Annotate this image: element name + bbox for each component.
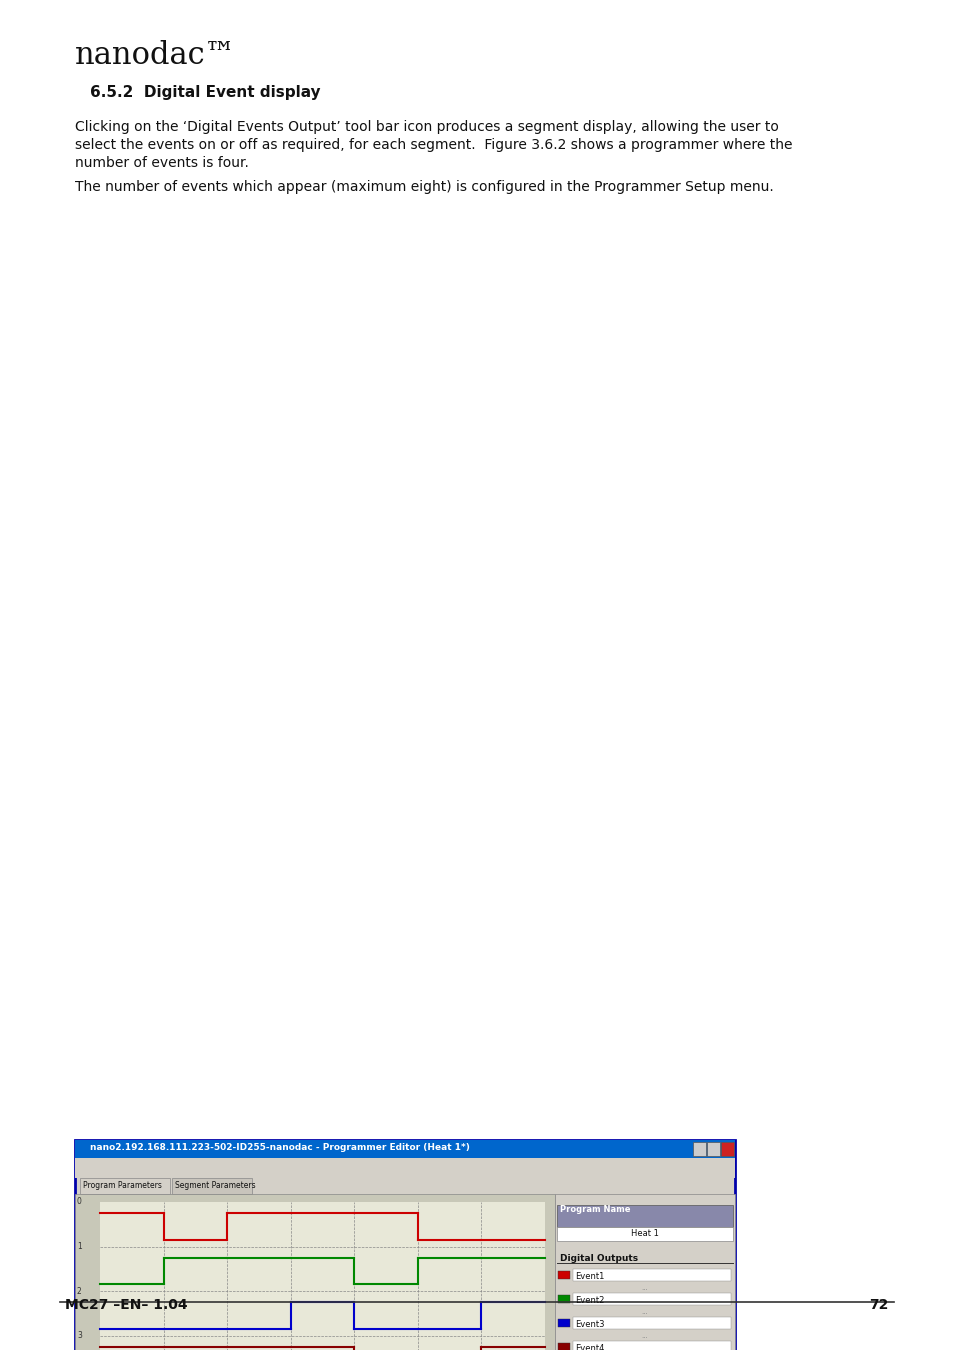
Bar <box>75 1193 555 1350</box>
Bar <box>75 1139 734 1158</box>
Text: ...: ... <box>641 1310 648 1315</box>
Bar <box>558 1270 569 1278</box>
Text: Event1: Event1 <box>575 1272 604 1281</box>
Bar <box>573 1318 730 1328</box>
Text: Segment Parameters: Segment Parameters <box>174 1181 255 1189</box>
Text: Heat 1: Heat 1 <box>630 1228 659 1238</box>
Bar <box>557 1227 732 1241</box>
Bar <box>558 1319 569 1327</box>
Bar <box>558 1295 569 1303</box>
Text: MC27 –EN– 1.04: MC27 –EN– 1.04 <box>65 1297 188 1312</box>
Text: Clicking on the ‘Digital Events Output’ tool bar icon produces a segment display: Clicking on the ‘Digital Events Output’ … <box>75 120 778 134</box>
Text: The number of events which appear (maximum eight) is configured in the Programme: The number of events which appear (maxim… <box>75 180 773 194</box>
Bar <box>555 1193 734 1350</box>
Bar <box>573 1341 730 1350</box>
Text: number of events is four.: number of events is four. <box>75 157 249 170</box>
Text: ...: ... <box>641 1332 648 1339</box>
Text: nano2.192.168.111.223-502-ID255-nanodac - Programmer Editor (Heat 1*): nano2.192.168.111.223-502-ID255-nanodac … <box>90 1143 470 1152</box>
Bar <box>573 1269 730 1281</box>
Text: Digital Outputs: Digital Outputs <box>559 1254 638 1264</box>
Bar <box>720 1142 733 1156</box>
Bar <box>692 1142 705 1156</box>
Text: Program Name: Program Name <box>559 1206 630 1214</box>
Text: 72: 72 <box>869 1297 888 1312</box>
Bar <box>557 1206 732 1227</box>
Bar <box>573 1293 730 1305</box>
Bar <box>100 1202 544 1350</box>
Text: select the events on or off as required, for each segment.  Figure 3.6.2 shows a: select the events on or off as required,… <box>75 138 792 153</box>
Bar <box>75 1139 734 1350</box>
Text: 1: 1 <box>77 1242 82 1251</box>
Bar <box>558 1343 569 1350</box>
Text: ...: ... <box>641 1285 648 1291</box>
Text: Program Parameters: Program Parameters <box>83 1181 162 1189</box>
Text: 2: 2 <box>77 1287 82 1296</box>
Text: nanodac™: nanodac™ <box>75 40 236 72</box>
Bar <box>75 1158 734 1179</box>
Text: Event2: Event2 <box>575 1296 604 1305</box>
Bar <box>80 1179 170 1193</box>
Text: Event4: Event4 <box>575 1345 604 1350</box>
Bar <box>706 1142 720 1156</box>
Text: 6.5.2  Digital Event display: 6.5.2 Digital Event display <box>90 85 320 100</box>
Text: 0: 0 <box>77 1197 82 1207</box>
Text: Event3: Event3 <box>575 1320 604 1328</box>
Text: 3: 3 <box>77 1331 82 1341</box>
Bar <box>172 1179 252 1193</box>
